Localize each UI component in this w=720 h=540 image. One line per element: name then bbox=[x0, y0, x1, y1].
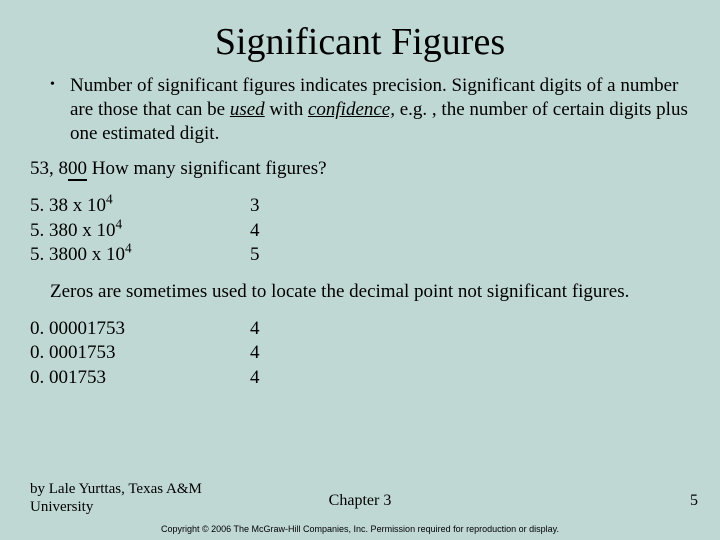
g1-row1-right: 4 bbox=[250, 219, 690, 244]
question-pre: 53, 8 bbox=[30, 158, 68, 179]
g1-row2-right: 5 bbox=[250, 243, 690, 268]
g1-row2-left: 5. 3800 x 104 bbox=[30, 243, 250, 268]
g2-row2-right: 4 bbox=[250, 366, 690, 391]
g1-row2-left-a: 5. 3800 x 10 bbox=[30, 244, 125, 265]
bullet-row: • Number of significant figures indicate… bbox=[50, 74, 690, 145]
slide: Significant Figures • Number of signific… bbox=[0, 0, 720, 540]
bullet-used: used bbox=[230, 99, 265, 120]
g1-row2-exp: 4 bbox=[125, 241, 132, 256]
group2: 0. 00001753 0. 0001753 0. 001753 4 4 4 bbox=[0, 305, 720, 391]
g1-row0-left: 5. 38 x 104 bbox=[30, 194, 250, 219]
note: Zeros are sometimes used to locate the d… bbox=[0, 268, 720, 305]
question-post: How many significant figures? bbox=[87, 158, 327, 179]
group1-right: 3 4 5 bbox=[250, 194, 690, 268]
g2-row0-right: 4 bbox=[250, 317, 690, 342]
g1-row0-right: 3 bbox=[250, 194, 690, 219]
g1-row0-exp: 4 bbox=[106, 192, 113, 207]
question-underlined: 00 bbox=[68, 158, 87, 180]
footer-page: 5 bbox=[690, 492, 698, 510]
bullet-text: Number of significant figures indicates … bbox=[70, 74, 690, 145]
g1-row0-left-a: 5. 38 x 10 bbox=[30, 195, 106, 216]
bullet-with: with bbox=[265, 99, 308, 120]
copyright: Copyright © 2006 The McGraw-Hill Compani… bbox=[0, 524, 720, 534]
bullet-marker: • bbox=[50, 74, 70, 145]
g2-row2-left: 0. 001753 bbox=[30, 366, 250, 391]
g2-row0-left: 0. 00001753 bbox=[30, 317, 250, 342]
slide-title: Significant Figures bbox=[0, 0, 720, 74]
g1-row1-left: 5. 380 x 104 bbox=[30, 219, 250, 244]
g1-row1-exp: 4 bbox=[116, 216, 123, 231]
group1: 5. 38 x 104 5. 380 x 104 5. 3800 x 104 3… bbox=[0, 182, 720, 268]
footer-chapter: Chapter 3 bbox=[0, 492, 720, 510]
bullet-block: • Number of significant figures indicate… bbox=[0, 74, 720, 145]
group2-left: 0. 00001753 0. 0001753 0. 001753 bbox=[30, 317, 250, 391]
g2-row1-right: 4 bbox=[250, 341, 690, 366]
group1-left: 5. 38 x 104 5. 380 x 104 5. 3800 x 104 bbox=[30, 194, 250, 268]
question-line: 53, 800 How many significant figures? bbox=[0, 145, 720, 182]
g2-row1-left: 0. 0001753 bbox=[30, 341, 250, 366]
g1-row1-left-a: 5. 380 x 10 bbox=[30, 220, 116, 241]
group2-right: 4 4 4 bbox=[250, 317, 690, 391]
bullet-confidence: confidence, bbox=[308, 99, 395, 120]
